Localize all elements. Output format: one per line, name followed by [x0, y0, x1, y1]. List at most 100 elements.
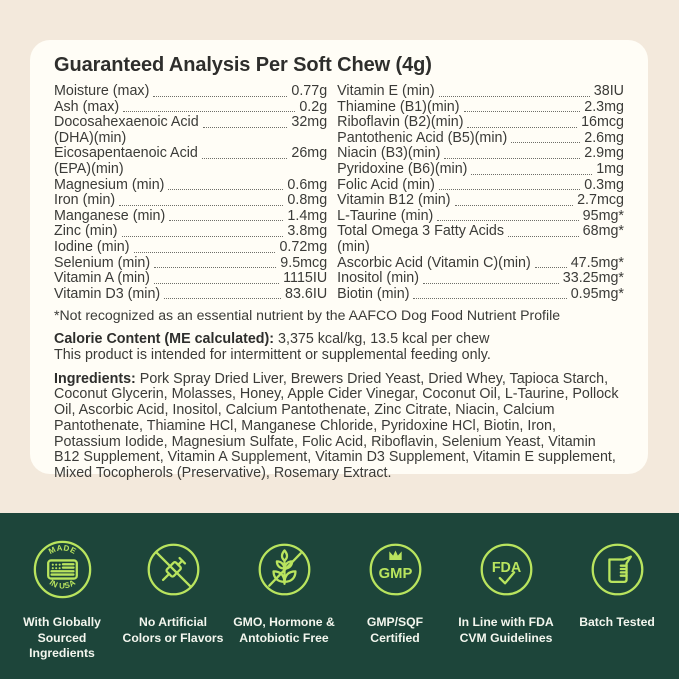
badge-gmp-certified: GMP GMP/SQF Certified [340, 539, 451, 646]
guaranteed-analysis-card: Guaranteed Analysis Per Soft Chew (4g) M… [30, 40, 648, 481]
nutrient-label-continued: (min) [337, 238, 370, 255]
nutrient-value: 1115IU [283, 270, 328, 287]
nutrient-label: Folic Acid (min) [337, 176, 435, 193]
analysis-row: Manganese (min) 1.4mg [54, 207, 328, 225]
nutrient-label: Biotin (min) [337, 285, 410, 302]
dot-leader [133, 251, 276, 253]
gmp-crown-icon: GMP [369, 543, 421, 596]
dot-leader [471, 173, 593, 175]
nutrient-value: 1.4mg [287, 207, 328, 224]
nutrient-label: Vitamin D3 (min) [54, 285, 161, 302]
nutrient-value: 16mcg [581, 114, 624, 131]
analysis-row: Niacin (B3)(min) 2.9mg [337, 146, 624, 162]
dot-leader [463, 111, 581, 113]
calorie-content: Calorie Content (ME calculated): 3,375 k… [54, 330, 624, 364]
nutrient-label: Iodine (min) [54, 238, 130, 255]
nutrient-label: Docosahexaenoic Acid [54, 114, 199, 131]
nutrient-label: Inositol (min) [337, 270, 419, 287]
nutrient-value: 32mg [291, 114, 328, 131]
ingredients-paragraph: Ingredients: Pork Spray Dried Liver, Bre… [54, 370, 624, 483]
badge-label: In Line with FDA CVM Guidelines [458, 615, 554, 645]
dot-leader [164, 298, 282, 300]
analysis-row: L-Taurine (min) 95mg* [337, 207, 624, 225]
nutrient-value: 1mg [596, 160, 624, 177]
analysis-row: Biotin (min) 0.95mg* [337, 285, 624, 303]
dot-leader [444, 157, 581, 159]
nutrient-value: 3.8mg [287, 223, 328, 240]
nutrient-value: 68mg* [582, 223, 624, 240]
dot-leader [168, 189, 284, 191]
dot-leader [153, 95, 288, 97]
ingredients-list: Pork Spray Dried Liver, Brewers Dried Ye… [54, 370, 619, 482]
dot-leader [119, 204, 284, 206]
dot-leader [511, 142, 581, 144]
nutrient-value: 0.95mg* [570, 285, 624, 302]
badge-label: With Globally Sourced Ingredients [23, 615, 101, 660]
analysis-grid: Moisture (max) 0.77g Ash (max) 0.2g Doco… [54, 83, 624, 303]
analysis-row: Vitamin E (min) 38IU [337, 83, 624, 100]
svg-text:GMP: GMP [378, 566, 412, 582]
nutrient-label-continued: (DHA)(min) [54, 129, 127, 146]
dot-leader [467, 126, 578, 128]
analysis-row: Iodine (min) 0.72mg [54, 238, 328, 256]
nutrient-value: 26mg [291, 145, 328, 162]
dot-leader [413, 298, 567, 300]
nutrient-label: Manganese (min) [54, 207, 166, 224]
analysis-row: Moisture (max) 0.77g [54, 83, 327, 100]
nutrient-label: Vitamin B12 (min) [337, 192, 451, 209]
nutrient-label-continued: (EPA)(min) [54, 160, 124, 177]
badge-label: No Artificial Colors or Flavors [122, 615, 224, 645]
nutrient-label: Eicosapentaenoic Acid [54, 145, 198, 162]
beaker-icon [591, 543, 643, 596]
analysis-row: Iron (min) 0.8mg [54, 193, 327, 209]
analysis-row: Pantothenic Acid (B5)(min) 2.6mg [337, 129, 624, 147]
page-title: Guaranteed Analysis Per Soft Chew (4g) [54, 54, 432, 76]
dot-leader [201, 157, 288, 159]
badge-label: GMO, Hormone & Antobiotic Free [233, 615, 335, 645]
nutrient-label: Ascorbic Acid (Vitamin C)(min) [337, 254, 531, 271]
nutrient-value: 2.9mg [584, 145, 624, 162]
nutrient-value: 38IU [593, 83, 624, 99]
analysis-row: Ash (max) 0.2g [54, 98, 327, 116]
badge-fda-cvm: FDA In Line with FDA CVM Guidelines [451, 539, 562, 646]
analysis-row: Zinc (min) 3.8mg [54, 224, 327, 240]
analysis-row: Thiamine (B1)(min) 2.3mg [337, 99, 624, 116]
analysis-row: Folic Acid (min) 0.3mg [337, 176, 624, 194]
feature-badges-band: MADE IN USA With Globally Sourced Ingred… [0, 513, 679, 679]
nutrient-label: Total Omega 3 Fatty Acids [337, 223, 505, 240]
analysis-row: Pyridoxine (B6)(min) 1mg [337, 160, 624, 178]
dot-leader [154, 267, 277, 269]
nutrient-label: Pyridoxine (B6)(min) [337, 160, 468, 177]
dot-leader [123, 111, 296, 113]
nutrient-value: 0.72mg [279, 238, 328, 255]
analysis-column-right: Vitamin E (min) 38IU Thiamine (B1)(min) … [337, 83, 624, 303]
nutrient-label: Niacin (B3)(min) [337, 145, 441, 162]
calorie-content-value: 3,375 kcal/kg, 13.5 kcal per chew [274, 330, 490, 347]
no-gmo-plant-icon [258, 543, 310, 596]
nutrient-value: 2.7mcg [577, 192, 624, 209]
svg-text:IN USA: IN USA [47, 578, 77, 591]
dot-leader [437, 220, 579, 222]
analysis-column-left: Moisture (max) 0.77g Ash (max) 0.2g Doco… [54, 83, 328, 302]
aafco-footnote: *Not recognized as an essential nutrient… [54, 307, 561, 324]
nutrient-label: Selenium (min) [54, 254, 151, 271]
analysis-row: Vitamin A (min) 1115IU [54, 271, 327, 287]
dot-leader [202, 126, 288, 128]
nutrient-label: Iron (min) [54, 192, 116, 209]
badge-batch-tested: Batch Tested [562, 539, 673, 631]
feeding-statement: This product is intended for intermitten… [54, 346, 491, 363]
nutrient-label: Ash (max) [54, 98, 120, 115]
nutrient-label: L-Taurine (min) [337, 207, 434, 224]
analysis-row: Eicosapentaenoic Acid 26mg [54, 146, 327, 162]
svg-text:FDA: FDA [491, 560, 520, 576]
dot-leader [438, 95, 590, 97]
analysis-row: Selenium (min) 9.5mcg [54, 254, 327, 272]
badge-gmo-free: GMO, Hormone & Antobiotic Free [229, 539, 340, 646]
nutrient-label: Pantothenic Acid (B5)(min) [337, 129, 508, 146]
dot-leader [169, 220, 284, 222]
nutrient-value: 0.8mg [287, 192, 328, 209]
analysis-row: Inositol (min) 33.25mg* [337, 271, 624, 287]
nutrient-value: 95mg* [582, 207, 624, 224]
badge-label: GMP/SQF Certified [366, 615, 424, 645]
analysis-row: Ascorbic Acid (Vitamin C)(min) 47.5mg* [337, 254, 624, 272]
